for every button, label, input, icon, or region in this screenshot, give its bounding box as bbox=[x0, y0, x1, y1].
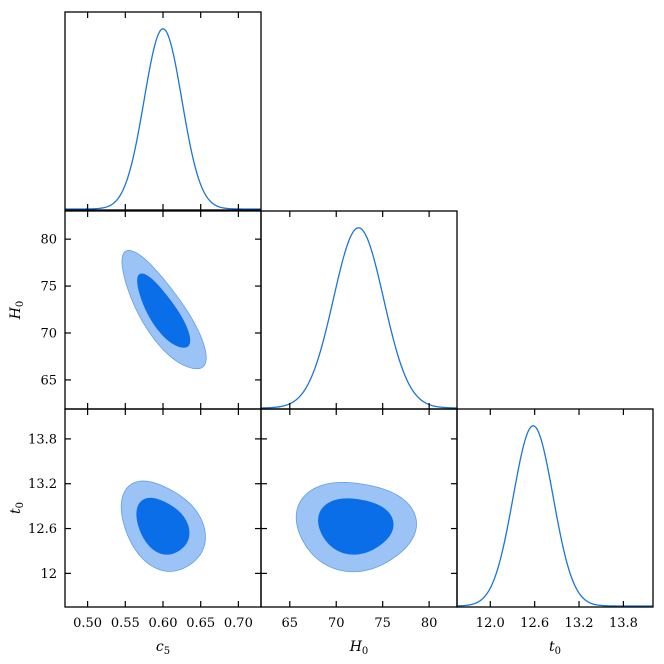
x-tick-label: 13.2 bbox=[565, 616, 594, 631]
panel-frame bbox=[260, 210, 458, 410]
y-axis-H0: 65 70 75 80 H0 bbox=[8, 233, 57, 389]
x-tick-label: 13.8 bbox=[609, 616, 638, 631]
panel-c5-t0 bbox=[64, 408, 262, 608]
y-tick-label: 65 bbox=[40, 373, 57, 388]
x-axis-label-t0: t0 bbox=[549, 639, 561, 657]
y-tick-label: 80 bbox=[40, 233, 57, 248]
panel-H0-H0 bbox=[260, 210, 458, 410]
y-tick-label: 75 bbox=[40, 280, 57, 295]
panel-frame bbox=[64, 11, 262, 211]
contour-68-c5-H0 bbox=[137, 273, 191, 348]
marginal-curve-t0 bbox=[457, 425, 653, 607]
y-tick-label: 13.2 bbox=[28, 477, 57, 492]
x-axis-label-H0: H0 bbox=[349, 639, 369, 657]
x-axis-H0: 65 70 75 80 H0 bbox=[282, 616, 438, 657]
x-tick-label: 70 bbox=[328, 616, 345, 631]
y-tick-label: 12.6 bbox=[28, 522, 57, 537]
y-tick-label: 13.8 bbox=[28, 432, 57, 447]
panel-c5-H0 bbox=[64, 210, 262, 410]
panel-t0-t0 bbox=[456, 408, 654, 608]
x-axis-c5: 0.50 0.55 0.60 0.65 0.70 c5 bbox=[73, 616, 253, 657]
y-axis-label-t0: t0 bbox=[8, 502, 26, 514]
y-tick-label: 12 bbox=[40, 567, 57, 582]
x-tick-label: 12.6 bbox=[520, 616, 549, 631]
marginal-curve-c5 bbox=[65, 28, 261, 210]
panel-c5-c5 bbox=[64, 11, 262, 211]
x-tick-label: 12.0 bbox=[476, 616, 505, 631]
y-tick-label: 70 bbox=[40, 326, 57, 341]
panel-H0-t0 bbox=[260, 408, 458, 608]
x-tick-label: 0.60 bbox=[149, 616, 178, 631]
x-axis-t0: 12.0 12.6 13.2 13.8 t0 bbox=[476, 616, 638, 657]
y-axis-label-H0: H0 bbox=[8, 301, 26, 321]
x-tick-label: 0.70 bbox=[224, 616, 253, 631]
x-tick-label: 0.65 bbox=[186, 616, 215, 631]
marginal-curve-H0 bbox=[261, 227, 457, 409]
x-tick-label: 75 bbox=[374, 616, 391, 631]
x-axis-label-c5: c5 bbox=[156, 639, 170, 657]
x-tick-label: 80 bbox=[421, 616, 438, 631]
x-tick-label: 0.50 bbox=[73, 616, 102, 631]
contour-68-c5-t0 bbox=[136, 497, 190, 555]
x-tick-label: 0.55 bbox=[111, 616, 140, 631]
y-axis-t0: 12 12.6 13.2 13.8 t0 bbox=[8, 432, 57, 581]
panel-frame bbox=[456, 408, 654, 608]
contour-68-H0-t0 bbox=[318, 498, 394, 555]
x-tick-label: 65 bbox=[282, 616, 299, 631]
